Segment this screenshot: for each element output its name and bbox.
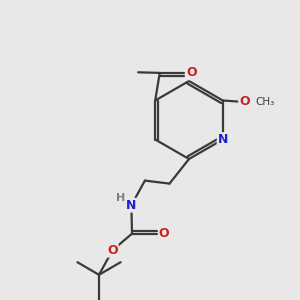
Text: O: O	[239, 95, 250, 109]
Text: N: N	[126, 199, 136, 212]
Text: O: O	[107, 244, 118, 257]
Text: H: H	[116, 193, 125, 203]
Text: N: N	[218, 133, 228, 146]
Text: O: O	[159, 227, 170, 240]
Text: CH₃: CH₃	[256, 97, 275, 107]
Text: O: O	[187, 66, 197, 80]
